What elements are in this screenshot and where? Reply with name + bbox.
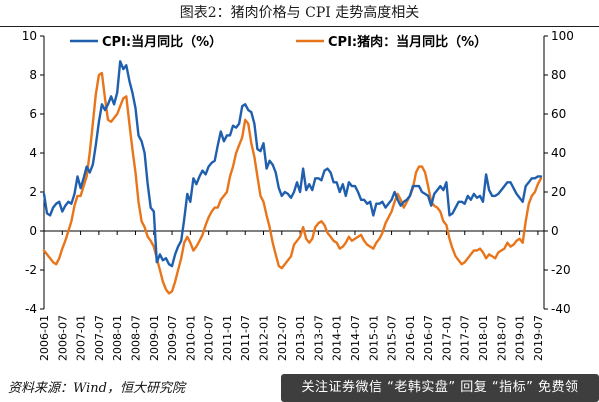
left-tick-label: 6	[29, 107, 37, 121]
x-tick-label: 2019-01	[514, 315, 527, 361]
x-tick-label: 2014-07	[349, 315, 362, 361]
x-tick-label: 2018-07	[495, 315, 508, 361]
x-tick-label: 2017-07	[459, 315, 472, 361]
x-tick-label: 2006-07	[56, 315, 69, 361]
legend: CPI:当月同比（%） CPI:猪肉：当月同比（%）	[70, 34, 487, 50]
x-tick-label: 2008-01	[111, 315, 124, 361]
x-tick-label: 2016-07	[422, 315, 435, 361]
x-tick-label: 2013-07	[312, 315, 325, 361]
x-tick-label: 2018-01	[477, 315, 490, 361]
x-tick-label: 2009-07	[166, 315, 179, 361]
x-tick-label: 2017-01	[440, 315, 453, 361]
x-tick-label: 2006-01	[38, 315, 51, 361]
right-tick-label: 20	[551, 185, 566, 199]
x-tick-label: 2012-01	[258, 315, 271, 361]
right-tick-label: 80	[551, 68, 566, 82]
x-tick-label: 2011-07	[239, 315, 252, 361]
x-tick-label: 2014-01	[331, 315, 344, 361]
x-tick-label: 2007-07	[93, 315, 106, 361]
left-tick-label: 4	[29, 146, 37, 160]
promo-banner: 关注证券微信 “老韩实盘” 回复 “指标” 免费领	[281, 374, 599, 402]
series-line-pork	[42, 71, 543, 295]
legend-cpi-label: CPI:当月同比（%）	[102, 34, 222, 50]
right-tick-label: 100	[551, 29, 574, 43]
x-tick-label: 2019-07	[532, 315, 545, 361]
source-note: 资料来源：Wind，恒大研究院	[8, 381, 185, 396]
right-tick-label: -20	[551, 263, 571, 277]
x-tick-label: 2013-01	[294, 315, 307, 361]
legend-pork-label: CPI:猪肉：当月同比（%）	[328, 34, 487, 50]
right-tick-label: 0	[551, 224, 559, 238]
x-tick-label: 2016-01	[404, 315, 417, 361]
left-tick-label: 8	[29, 68, 37, 82]
right-tick-label: 40	[551, 146, 566, 160]
right-tick-label: 60	[551, 107, 566, 121]
series-line-cpi	[42, 60, 543, 268]
x-tick-label: 2010-01	[184, 315, 197, 361]
x-tick-label: 2010-07	[203, 315, 216, 361]
series-layer	[42, 60, 543, 295]
left-tick-label: 0	[29, 224, 37, 238]
x-tick-label: 2015-07	[386, 315, 399, 361]
zero-line: 2006-01 2006-07 2007-01 2007-07 2008-01 2008-…	[38, 230, 545, 361]
chart-title: 图表2：猪肉价格与 CPI 走势高度相关	[0, 0, 599, 27]
footer: 资料来源：Wind，恒大研究院 关注证券微信 “老韩实盘” 回复 “指标” 免费…	[0, 372, 599, 402]
x-tick-label: 2012-07	[276, 315, 289, 361]
left-tick-label: 10	[22, 29, 37, 43]
x-tick-label: 2009-01	[148, 315, 161, 361]
x-tick-label: 2008-07	[129, 315, 142, 361]
x-tick-label: 2007-01	[75, 315, 88, 361]
right-tick-label: -40	[551, 302, 571, 316]
left-tick-label: -4	[25, 302, 37, 316]
left-tick-label: 2	[29, 185, 37, 199]
left-tick-label: -2	[25, 263, 37, 277]
x-tick-label: 2015-01	[367, 315, 380, 361]
chart-area: -4 -2 0 2 4 6 8 10 -40 -20 0 20 40 60 80 100 2006-01 200…	[0, 27, 599, 372]
x-tick-label: 2011-01	[221, 315, 234, 361]
